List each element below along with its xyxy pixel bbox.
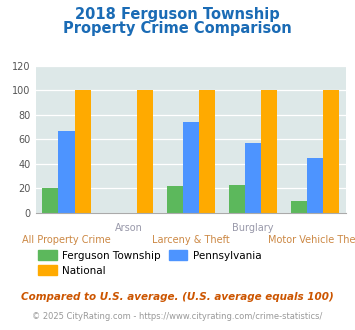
Bar [307, 158, 323, 213]
Text: Larceny & Theft: Larceny & Theft [152, 235, 230, 245]
Bar [291, 201, 307, 213]
Bar [199, 90, 215, 213]
Bar [75, 90, 91, 213]
Bar [42, 188, 59, 213]
Text: All Property Crime: All Property Crime [22, 235, 111, 245]
Text: Burglary: Burglary [232, 223, 274, 233]
Text: Property Crime Comparison: Property Crime Comparison [63, 21, 292, 36]
Bar [323, 90, 339, 213]
Text: Compared to U.S. average. (U.S. average equals 100): Compared to U.S. average. (U.S. average … [21, 292, 334, 302]
Text: Motor Vehicle Theft: Motor Vehicle Theft [268, 235, 355, 245]
Bar [137, 90, 153, 213]
Bar [183, 122, 199, 213]
Bar [229, 185, 245, 213]
Bar [245, 143, 261, 213]
Text: 2018 Ferguson Township: 2018 Ferguson Township [75, 7, 280, 21]
Text: Arson: Arson [115, 223, 143, 233]
Legend: Ferguson Township, National, Pennsylvania: Ferguson Township, National, Pennsylvani… [34, 246, 266, 280]
Bar [166, 186, 183, 213]
Bar [59, 131, 75, 213]
Text: © 2025 CityRating.com - https://www.cityrating.com/crime-statistics/: © 2025 CityRating.com - https://www.city… [32, 312, 323, 321]
Bar [261, 90, 277, 213]
